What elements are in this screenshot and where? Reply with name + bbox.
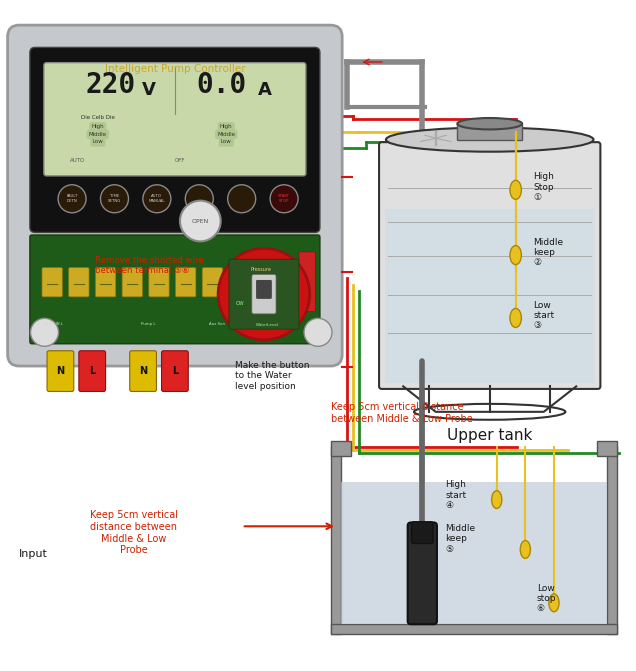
FancyBboxPatch shape — [597, 441, 617, 456]
Text: FAULT
DETN: FAULT DETN — [66, 195, 78, 203]
Text: START
STOP: START STOP — [278, 195, 290, 203]
Text: A: A — [258, 81, 272, 99]
Ellipse shape — [457, 118, 522, 130]
Text: Die Celb Die: Die Celb Die — [81, 115, 114, 119]
Text: Upper tank: Upper tank — [447, 427, 532, 443]
Ellipse shape — [510, 180, 522, 199]
Text: Middle: Middle — [218, 132, 235, 137]
Text: N AC IN L: N AC IN L — [45, 322, 62, 326]
FancyBboxPatch shape — [411, 522, 433, 544]
FancyBboxPatch shape — [202, 268, 223, 297]
Circle shape — [100, 185, 128, 213]
FancyBboxPatch shape — [299, 252, 315, 311]
FancyBboxPatch shape — [47, 351, 74, 391]
Text: Low
start
③: Low start ③ — [534, 301, 555, 330]
Ellipse shape — [510, 246, 522, 264]
FancyBboxPatch shape — [331, 624, 617, 634]
Text: Lev ctrl: Lev ctrl — [266, 322, 280, 326]
Circle shape — [58, 185, 86, 213]
FancyBboxPatch shape — [256, 268, 276, 297]
FancyBboxPatch shape — [122, 268, 142, 297]
FancyBboxPatch shape — [149, 268, 169, 297]
FancyBboxPatch shape — [331, 446, 341, 634]
Text: Remove the shorted wire
between terminal ⑤⑥: Remove the shorted wire between terminal… — [95, 256, 204, 275]
Text: High: High — [220, 124, 233, 130]
Text: Keep 5cm vertical distance
between Middle & Low Probe: Keep 5cm vertical distance between Middl… — [331, 403, 473, 424]
Text: WaterLevel: WaterLevel — [256, 323, 279, 327]
FancyBboxPatch shape — [44, 62, 306, 176]
Circle shape — [143, 185, 171, 213]
Circle shape — [185, 185, 213, 213]
Text: Input: Input — [19, 549, 48, 558]
FancyBboxPatch shape — [79, 351, 106, 391]
Text: Low: Low — [92, 140, 103, 144]
Text: Intelligent Pump Controller: Intelligent Pump Controller — [104, 64, 245, 74]
Text: AUTO: AUTO — [69, 158, 85, 163]
Text: N: N — [139, 366, 147, 376]
Ellipse shape — [386, 127, 593, 152]
Text: TIME
SETNG: TIME SETNG — [107, 195, 121, 203]
Text: OFF: OFF — [175, 158, 185, 163]
Text: L: L — [172, 366, 178, 376]
FancyBboxPatch shape — [69, 268, 89, 297]
FancyBboxPatch shape — [408, 523, 437, 624]
FancyBboxPatch shape — [385, 209, 594, 382]
Ellipse shape — [549, 594, 559, 612]
Text: 220: 220 — [85, 70, 136, 99]
Circle shape — [180, 201, 221, 242]
Text: Pressure: Pressure — [251, 268, 271, 272]
Text: Middle
keep
⑤: Middle keep ⑤ — [445, 524, 475, 554]
Text: N: N — [57, 366, 64, 376]
Ellipse shape — [510, 309, 522, 327]
Text: Pump L: Pump L — [141, 322, 155, 326]
Text: Keep 5cm vertical
distance between
Middle & Low
Probe: Keep 5cm vertical distance between Middl… — [90, 511, 177, 555]
FancyBboxPatch shape — [176, 268, 196, 297]
FancyBboxPatch shape — [42, 268, 62, 297]
Text: V: V — [142, 81, 156, 99]
FancyBboxPatch shape — [379, 142, 600, 389]
FancyBboxPatch shape — [30, 235, 320, 344]
FancyBboxPatch shape — [162, 351, 188, 391]
Text: Middle
keep
②: Middle keep ② — [534, 238, 563, 268]
Circle shape — [218, 248, 310, 340]
FancyBboxPatch shape — [341, 482, 607, 624]
FancyBboxPatch shape — [331, 441, 351, 456]
Text: AUTO
MANUAL: AUTO MANUAL — [149, 195, 165, 203]
Circle shape — [31, 318, 59, 346]
FancyBboxPatch shape — [8, 25, 342, 366]
Text: Low: Low — [221, 140, 232, 144]
FancyBboxPatch shape — [607, 446, 617, 634]
Text: High
Stop
①: High Stop ① — [534, 172, 555, 202]
FancyBboxPatch shape — [229, 268, 249, 297]
Text: OPEN: OPEN — [191, 219, 209, 223]
Circle shape — [228, 185, 256, 213]
Text: Low
stop
⑥: Low stop ⑥ — [537, 584, 556, 613]
Ellipse shape — [492, 491, 502, 509]
Text: Middle: Middle — [89, 132, 107, 137]
Ellipse shape — [520, 541, 530, 558]
Text: High
start
④: High start ④ — [445, 480, 466, 510]
FancyBboxPatch shape — [256, 280, 272, 299]
Text: High: High — [92, 124, 104, 130]
Text: 0.0: 0.0 — [196, 70, 246, 99]
FancyBboxPatch shape — [282, 268, 303, 297]
FancyBboxPatch shape — [30, 48, 320, 232]
FancyBboxPatch shape — [252, 274, 276, 314]
Text: L: L — [89, 366, 95, 376]
Circle shape — [270, 185, 298, 213]
Text: OW: OW — [235, 301, 244, 306]
FancyBboxPatch shape — [130, 351, 156, 391]
FancyBboxPatch shape — [95, 268, 116, 297]
Text: Aux Sen: Aux Sen — [209, 322, 225, 326]
FancyBboxPatch shape — [457, 123, 522, 140]
FancyBboxPatch shape — [229, 259, 299, 329]
Text: Make the button
to the Water
level position: Make the button to the Water level posit… — [235, 361, 310, 391]
Circle shape — [304, 318, 332, 346]
